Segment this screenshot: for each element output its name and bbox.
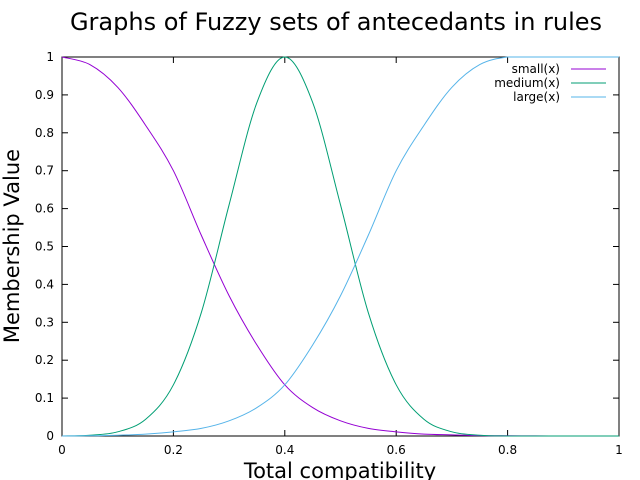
y-tick-label: 0.4 xyxy=(35,277,54,291)
series-line-medium xyxy=(61,56,619,437)
x-tick-label: 0.6 xyxy=(387,443,406,457)
y-tick-label: 0.3 xyxy=(35,315,54,329)
y-tick-label: 0 xyxy=(46,429,54,443)
legend-label-large: large(x) xyxy=(513,90,560,104)
legend-label-small: small(x) xyxy=(512,62,560,76)
legend: small(x)medium(x)large(x) xyxy=(494,62,606,104)
y-tick-label: 0.7 xyxy=(35,164,54,178)
series-line-large xyxy=(61,56,619,437)
x-axis-label: Total compatibility xyxy=(243,459,436,480)
x-tick-label: 0.8 xyxy=(498,443,517,457)
legend-label-medium: medium(x) xyxy=(494,76,560,90)
series-group xyxy=(61,56,619,437)
y-tick-label: 0.5 xyxy=(35,240,54,254)
plot-frame xyxy=(61,56,620,437)
chart-title: Graphs of Fuzzy sets of antecedants in r… xyxy=(70,8,602,36)
axis-ticks: 0 0.2 0.4 0.6 0.8 1 0 0.1 0.2 0.3 0.4 0.5 0.6 0.7 0.8 0… xyxy=(35,50,623,457)
y-axis-label: Membership Value xyxy=(0,149,24,343)
y-tick-label: 0.8 xyxy=(35,126,54,140)
x-tick-label: 1 xyxy=(615,443,623,457)
series-line-small xyxy=(61,56,619,437)
y-tick-label: 0.6 xyxy=(35,202,54,216)
y-tick-label: 0.1 xyxy=(35,391,54,405)
y-tick-label: 0.9 xyxy=(35,88,54,102)
y-tick-label: 1 xyxy=(46,50,54,64)
y-tick-label: 0.2 xyxy=(35,353,54,367)
x-tick-label: 0 xyxy=(58,443,66,457)
x-tick-label: 0.2 xyxy=(164,443,183,457)
x-tick-label: 0.4 xyxy=(275,443,294,457)
